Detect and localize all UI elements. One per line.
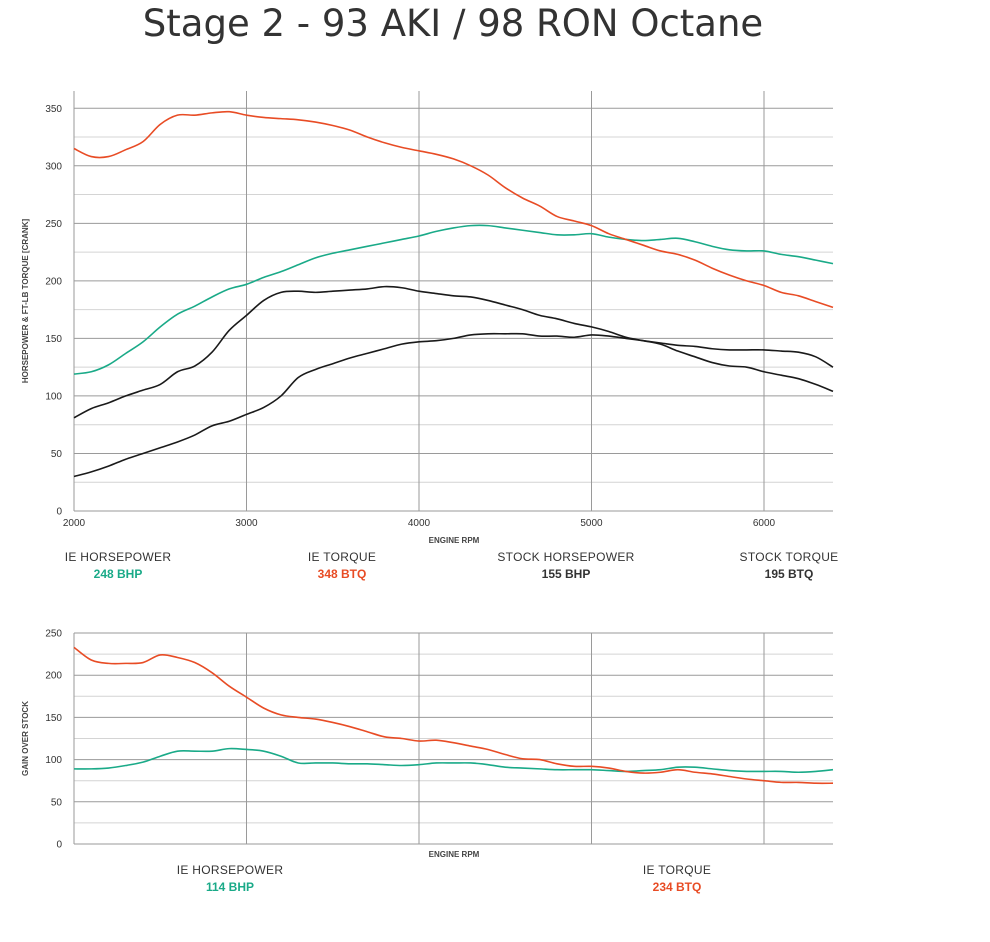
y-tick-label: 50 bbox=[51, 449, 63, 460]
legend-stock-torque: STOCK TORQUE 195 BTQ bbox=[689, 549, 889, 583]
legend-stock-horsepower: STOCK HORSEPOWER 155 BHP bbox=[466, 549, 666, 583]
legend-ie-torque: IE TORQUE 348 BTQ bbox=[242, 549, 442, 583]
legend-value: 195 BTQ bbox=[764, 567, 814, 581]
legend-label: IE TORQUE bbox=[642, 863, 712, 877]
legend-ie-horsepower: IE HORSEPOWER 248 BHP bbox=[18, 549, 218, 583]
y-tick-label: 200 bbox=[45, 276, 62, 287]
y-tick-label: 300 bbox=[45, 161, 62, 172]
y-tick-label: 250 bbox=[45, 219, 62, 230]
legend-label: STOCK TORQUE bbox=[739, 550, 839, 564]
x-axis-label: ENGINE RPM bbox=[429, 536, 480, 545]
y-tick-label: 250 bbox=[45, 629, 62, 640]
y-axis-label: HORSEPOWER & FT-LB TORQUE [CRANK] bbox=[21, 219, 30, 384]
legend-value: 155 BHP bbox=[541, 567, 591, 581]
y-tick-label: 150 bbox=[45, 713, 62, 724]
y-tick-label: 150 bbox=[45, 334, 62, 345]
y-tick-label: 350 bbox=[45, 104, 62, 115]
x-tick-label: 5000 bbox=[580, 518, 603, 529]
series-line-ie-torque bbox=[73, 110, 834, 309]
x-tick-label: 2000 bbox=[63, 518, 86, 529]
y-tick-label: 100 bbox=[45, 755, 62, 766]
series-line-stock-horsepower bbox=[73, 332, 834, 478]
legend-gain-torque: IE TORQUE 234 BTQ bbox=[577, 862, 777, 896]
legend-label: IE HORSEPOWER bbox=[64, 550, 172, 564]
series-line-ie-torque bbox=[73, 646, 834, 785]
x-tick-label: 6000 bbox=[753, 518, 776, 529]
series-line-stock-torque bbox=[73, 285, 834, 419]
x-tick-label: 4000 bbox=[408, 518, 431, 529]
chart-title: Stage 2 - 93 AKI / 98 RON Octane bbox=[142, 2, 764, 45]
y-tick-label: 200 bbox=[45, 671, 62, 682]
legend-value: 248 BHP bbox=[93, 567, 143, 581]
legend-value: 234 BTQ bbox=[652, 880, 702, 894]
x-tick-label: 3000 bbox=[235, 518, 258, 529]
legend-value: 348 BTQ bbox=[317, 567, 367, 581]
y-tick-label: 100 bbox=[45, 391, 62, 402]
x-axis-label: ENGINE RPM bbox=[429, 850, 480, 859]
series-line-ie-horsepower bbox=[73, 224, 834, 375]
legend-label: STOCK HORSEPOWER bbox=[497, 550, 635, 564]
legend-label: IE TORQUE bbox=[307, 550, 377, 564]
y-axis-label: GAIN OVER STOCK bbox=[21, 701, 30, 776]
y-tick-label: 0 bbox=[56, 840, 62, 851]
legend-gain-horsepower: IE HORSEPOWER 114 BHP bbox=[130, 862, 330, 896]
legend-label: IE HORSEPOWER bbox=[176, 863, 284, 877]
y-tick-label: 0 bbox=[56, 507, 62, 518]
series-line-ie-horsepower bbox=[73, 747, 834, 774]
y-tick-label: 50 bbox=[51, 797, 63, 808]
legend-value: 114 BHP bbox=[205, 880, 255, 894]
